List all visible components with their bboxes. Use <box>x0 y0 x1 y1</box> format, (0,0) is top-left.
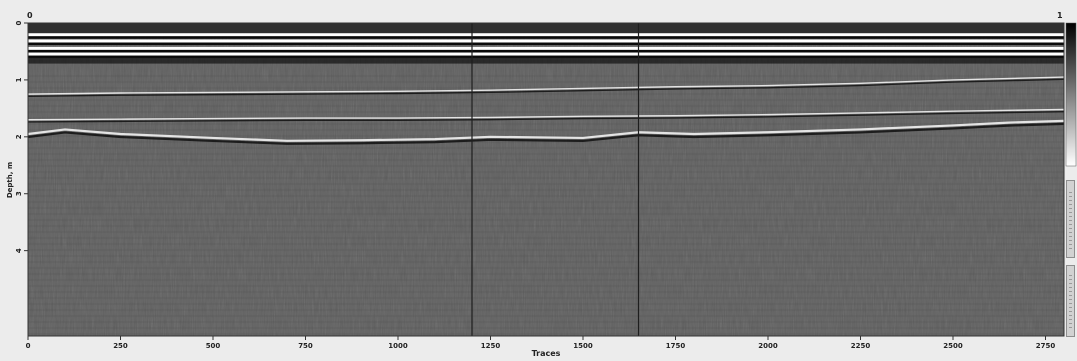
x-tick-label: 500 <box>206 342 221 350</box>
direct-wave-band <box>28 46 1064 50</box>
direct-wave-shadow <box>28 49 1064 53</box>
direct-wave-shadow <box>28 42 1064 46</box>
reflector-main <box>28 119 1064 142</box>
x-axis-label: Traces <box>532 349 561 358</box>
reflector-middle-trough <box>28 111 1064 123</box>
surface-band <box>28 23 1064 34</box>
y-axis-label: Depth, m <box>6 162 14 198</box>
direct-wave-band <box>28 52 1064 56</box>
reflectors <box>28 76 1064 145</box>
y-tick-label: 1 <box>15 77 23 82</box>
colorbar-min-label: 0 <box>27 11 33 20</box>
colorbar <box>1065 22 1077 167</box>
direct-wave-bands <box>28 23 1064 64</box>
side-panel-button-lower[interactable] <box>1066 265 1075 337</box>
y-axis: 0 1 2 3 4 <box>15 20 28 253</box>
grip-icon <box>1069 189 1072 249</box>
x-axis: 0 250 500 750 1000 1250 1500 1750 2000 2250 2500 27… <box>26 336 1056 350</box>
x-tick-label: 1000 <box>388 342 408 350</box>
x-tick-label: 0 <box>26 342 31 350</box>
direct-wave-band <box>28 33 1064 37</box>
reflector-main-trough <box>28 122 1064 145</box>
reflector-upper <box>28 76 1064 95</box>
x-tick-label: 1750 <box>666 342 686 350</box>
radar-texture <box>28 23 1064 336</box>
x-tick-label: 2750 <box>1036 342 1056 350</box>
x-tick-label: 2250 <box>851 342 871 350</box>
x-tick-label: 750 <box>298 342 313 350</box>
y-tick-label: 0 <box>15 20 23 25</box>
colorbar-max-label: 1 <box>1057 11 1063 20</box>
vertical-markers <box>471 23 640 336</box>
x-tick-label: 1500 <box>573 342 593 350</box>
x-tick-label: 2000 <box>758 342 778 350</box>
y-tick-label: 4 <box>15 248 23 253</box>
x-tick-label: 250 <box>113 342 128 350</box>
grip-icon <box>1069 274 1072 328</box>
reflector-upper-trough <box>28 78 1064 98</box>
direct-wave-shadow <box>28 55 1064 59</box>
y-tick-label: 3 <box>15 191 23 196</box>
direct-wave-band <box>28 39 1064 43</box>
x-tick-label: 2500 <box>943 342 963 350</box>
surface-shadow <box>28 57 1064 64</box>
y-tick-label: 2 <box>15 134 23 139</box>
side-panel-button-upper[interactable] <box>1066 180 1075 258</box>
x-tick-label: 1250 <box>481 342 501 350</box>
plot-frame <box>27 22 1065 337</box>
reflector-middle <box>28 108 1064 121</box>
direct-wave-shadow <box>28 36 1064 39</box>
